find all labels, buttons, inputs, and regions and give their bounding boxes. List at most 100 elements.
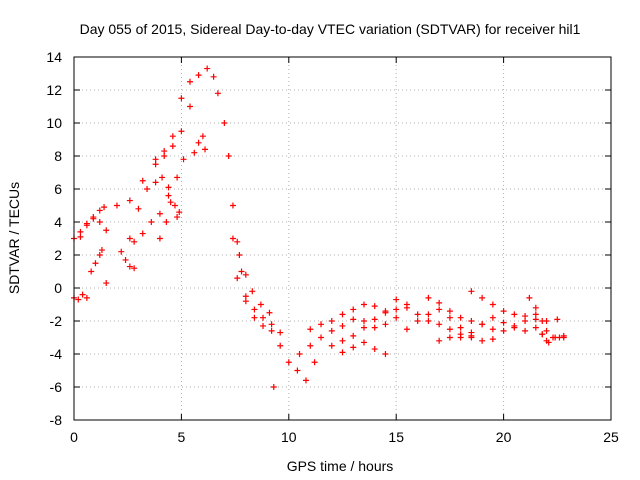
data-point xyxy=(191,149,198,156)
data-point xyxy=(186,103,193,110)
series-arc-early-rise xyxy=(71,204,108,242)
data-point xyxy=(98,247,105,254)
series-arc-mid-a xyxy=(277,342,318,384)
data-point xyxy=(171,202,178,209)
data-point xyxy=(174,174,181,181)
data-point xyxy=(539,318,546,324)
data-point xyxy=(277,342,284,349)
data-point xyxy=(156,210,163,217)
data-point xyxy=(96,252,103,258)
data-point xyxy=(161,153,168,159)
data-point xyxy=(371,346,378,353)
data-point xyxy=(468,318,475,324)
data-point xyxy=(234,238,241,245)
data-point xyxy=(131,238,138,245)
data-point xyxy=(371,303,378,310)
data-point xyxy=(328,327,335,334)
data-point xyxy=(75,296,82,303)
data-point xyxy=(139,230,146,237)
y-tick-label: -4 xyxy=(50,346,63,362)
series-arc-near-zero xyxy=(71,291,90,303)
data-point xyxy=(539,331,546,338)
data-point xyxy=(328,342,335,349)
data-point xyxy=(260,322,267,329)
y-tick-label: 0 xyxy=(54,280,62,296)
data-point xyxy=(214,90,221,97)
data-point xyxy=(88,268,95,275)
data-point xyxy=(260,314,267,321)
data-point xyxy=(135,205,142,212)
data-point xyxy=(139,177,146,184)
data-point xyxy=(532,316,539,323)
data-point xyxy=(210,73,217,80)
data-point xyxy=(195,72,202,79)
grid xyxy=(74,57,611,420)
data-point xyxy=(195,139,202,146)
data-point xyxy=(489,314,496,321)
data-point xyxy=(446,314,453,321)
data-point xyxy=(131,265,138,272)
series-arc-late-h xyxy=(526,294,550,334)
x-axis-label: GPS time / hours xyxy=(287,458,394,474)
data-point xyxy=(296,351,303,357)
data-point xyxy=(468,334,475,341)
data-point xyxy=(77,233,84,240)
data-point xyxy=(446,334,453,341)
data-point xyxy=(96,219,103,225)
series-arc-late-e xyxy=(468,288,539,320)
data-point xyxy=(90,215,97,222)
data-point xyxy=(202,146,209,153)
data-point xyxy=(118,248,125,255)
series-arc-mid-b xyxy=(296,334,389,357)
data-point xyxy=(92,260,99,267)
data-point xyxy=(522,327,529,334)
data-point xyxy=(294,367,301,374)
data-point xyxy=(221,120,228,126)
data-point xyxy=(526,294,533,301)
data-point xyxy=(339,322,346,329)
data-point xyxy=(403,304,410,311)
data-point xyxy=(479,321,486,328)
series-arc-late-g xyxy=(500,316,561,334)
series-point-low xyxy=(270,384,277,390)
data-point xyxy=(113,202,120,209)
series-arc-drop-3 xyxy=(234,275,284,336)
series-arc-lower-rise xyxy=(131,156,187,245)
data-point xyxy=(532,304,539,311)
data-point xyxy=(339,349,346,356)
data-point xyxy=(554,316,561,323)
data-point xyxy=(234,275,241,282)
chart-title: Day 055 of 2015, Sidereal Day-to-day VTE… xyxy=(80,21,581,37)
data-point xyxy=(152,161,159,168)
data-point xyxy=(268,327,275,334)
data-point xyxy=(339,311,346,318)
data-point xyxy=(122,256,129,263)
data-point xyxy=(242,271,249,278)
data-point xyxy=(302,377,309,384)
data-point xyxy=(328,318,335,324)
data-point xyxy=(489,336,496,343)
data-point xyxy=(489,301,496,308)
series-arc-spike-6 xyxy=(191,133,209,156)
data-point xyxy=(436,321,443,328)
series-arc-low-2 xyxy=(118,248,138,272)
data-point xyxy=(360,318,367,324)
data-point xyxy=(126,197,133,204)
series-arc-late-j xyxy=(532,324,567,346)
plot-frame xyxy=(73,56,612,421)
x-tick-label: 10 xyxy=(281,429,297,445)
series-arc-late-b xyxy=(393,296,453,333)
y-tick-label: -2 xyxy=(50,313,63,329)
series-arc-mid-rise xyxy=(126,103,193,242)
y-tick-label: 14 xyxy=(46,49,62,65)
data-point xyxy=(318,321,325,328)
y-tick-label: 2 xyxy=(54,247,62,263)
x-tick-label: 15 xyxy=(388,429,404,445)
data-point xyxy=(543,327,550,334)
data-point xyxy=(500,319,507,326)
data-point xyxy=(468,288,475,295)
data-point xyxy=(382,309,389,316)
data-point xyxy=(174,214,181,221)
data-point xyxy=(339,337,346,344)
